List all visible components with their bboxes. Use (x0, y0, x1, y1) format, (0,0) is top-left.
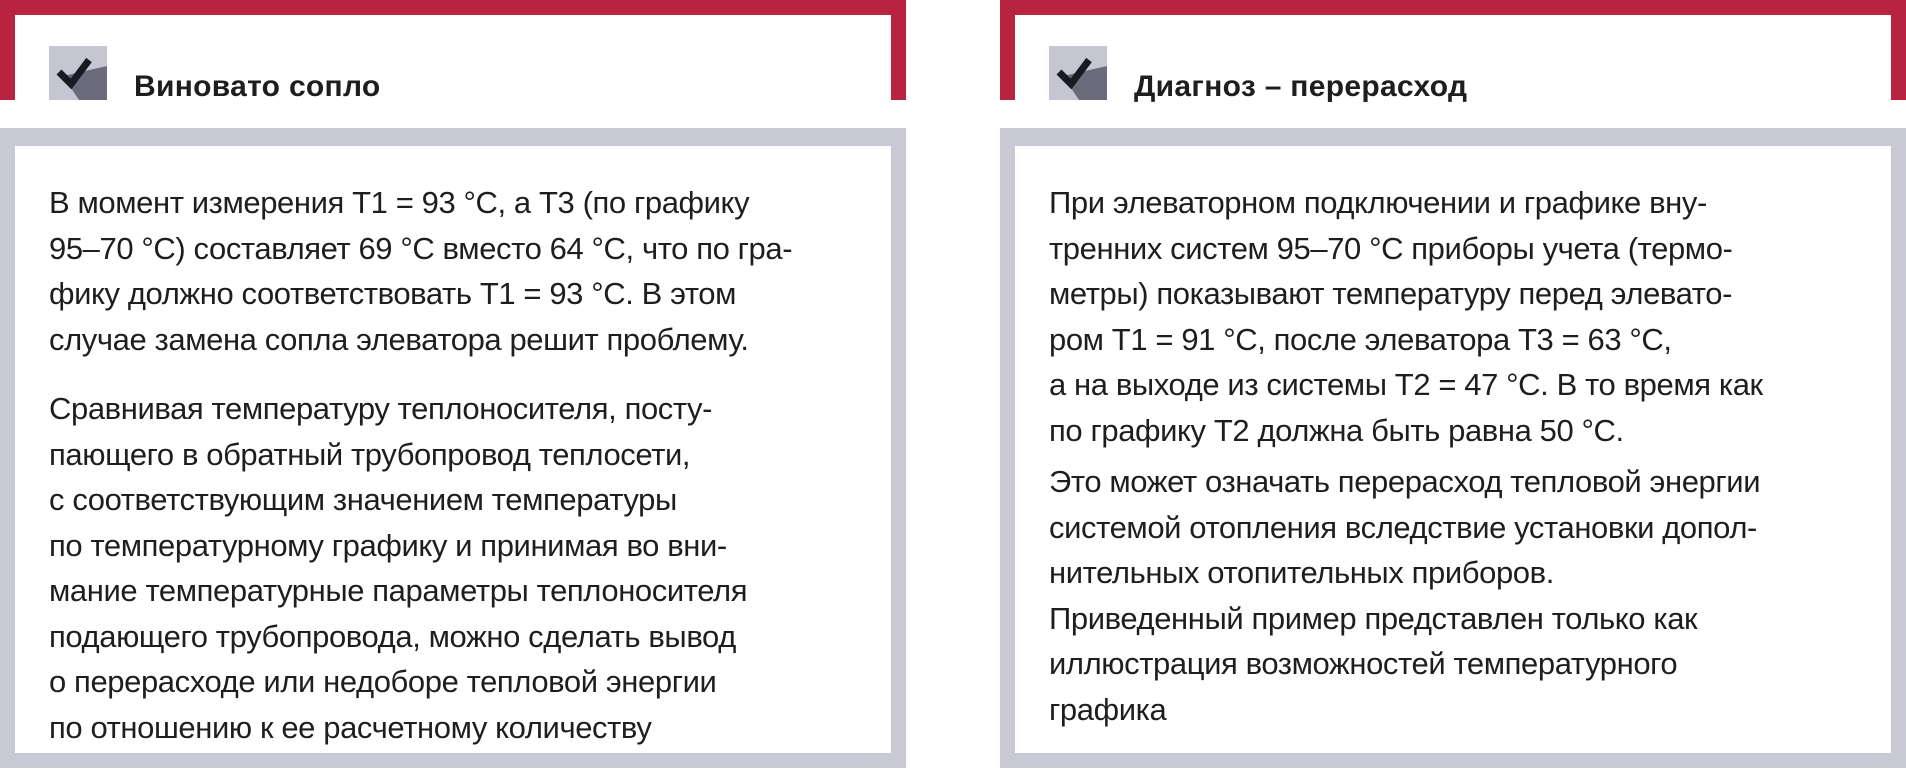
text-line: Приведенный пример представлен только ка… (1049, 600, 1698, 636)
text-line: Это может означать перерасход тепловой э… (1049, 464, 1761, 499)
info-panel: Диагноз – перерасход При элеваторном под… (1000, 0, 1906, 772)
text-line: 95–70 °С) составляет 69 °С вместо 64 °С,… (49, 230, 793, 266)
text-line: по температурному графику и принимая во … (49, 527, 727, 563)
text-line: Сравнивая температуру теплоносителя, пос… (49, 391, 713, 426)
body-text: В момент измерения Т1 = 93 °С, а Т3 (по … (49, 180, 793, 750)
text-line: В момент измерения Т1 = 93 °С, а Т3 (по … (49, 185, 750, 220)
text-line: графика (1049, 691, 1167, 727)
text-line: фику должно соответствовать Т1 = 93 °С. … (49, 276, 737, 311)
text-line: по отношению к ее расчетному количеству (49, 709, 652, 745)
text-line: подающего трубопровода, можно сделать вы… (49, 618, 736, 654)
text-line: нительных отопительных приборов. (1049, 555, 1554, 590)
text-line: а на выходе из системы Т2 = 47 °С. В то … (1049, 367, 1763, 402)
red-frame (1000, 0, 1906, 100)
text-line: пающего в обратный трубопровод теплосети… (49, 436, 691, 472)
paragraph: Это может означать перерасход тепловой э… (1049, 459, 1763, 732)
text-line: по графику Т2 должна быть равна 50 °С. (1049, 412, 1624, 448)
paragraph: В момент измерения Т1 = 93 °С, а Т3 (по … (49, 180, 793, 362)
text-box: При элеваторном подключении и графике вн… (1000, 128, 1906, 768)
text-line: системой отопления вследствие установки … (1049, 509, 1757, 545)
paragraph: При элеваторном подключении и графике вн… (1049, 180, 1763, 453)
text-line: метры) показывают температуру перед элев… (1049, 276, 1733, 311)
text-line: случае замена сопла элеватора решит проб… (49, 321, 749, 357)
text-line: мание температурные параметры теплоносит… (49, 573, 748, 608)
panel-title: Виновато сопло (134, 70, 381, 103)
red-frame (0, 0, 906, 100)
paragraph: Сравнивая температуру теплоносителя, пос… (49, 386, 792, 750)
text-line: При элеваторном подключении и графике вн… (1049, 185, 1707, 220)
info-panel: Виновато сопло В момент измерения Т1 = 9… (0, 0, 906, 772)
text-line: ром Т1 = 91 °С, после элеватора Т3 = 63 … (1049, 321, 1672, 357)
body-text: При элеваторном подключении и графике вн… (1049, 180, 1763, 732)
text-line: с соответствующим значением температуры (49, 482, 677, 517)
panel-title: Диагноз – перерасход (1134, 70, 1468, 103)
text-line: иллюстрация возможностей температурного (1049, 646, 1678, 681)
text-line: тренних систем 95–70 °С приборы учета (т… (1049, 230, 1733, 266)
checkmark-icon (49, 46, 107, 100)
text-line: о перерасходе или недоборе тепловой энер… (49, 664, 717, 699)
text-box: В момент измерения Т1 = 93 °С, а Т3 (по … (0, 128, 906, 768)
checkmark-icon (1049, 46, 1107, 100)
